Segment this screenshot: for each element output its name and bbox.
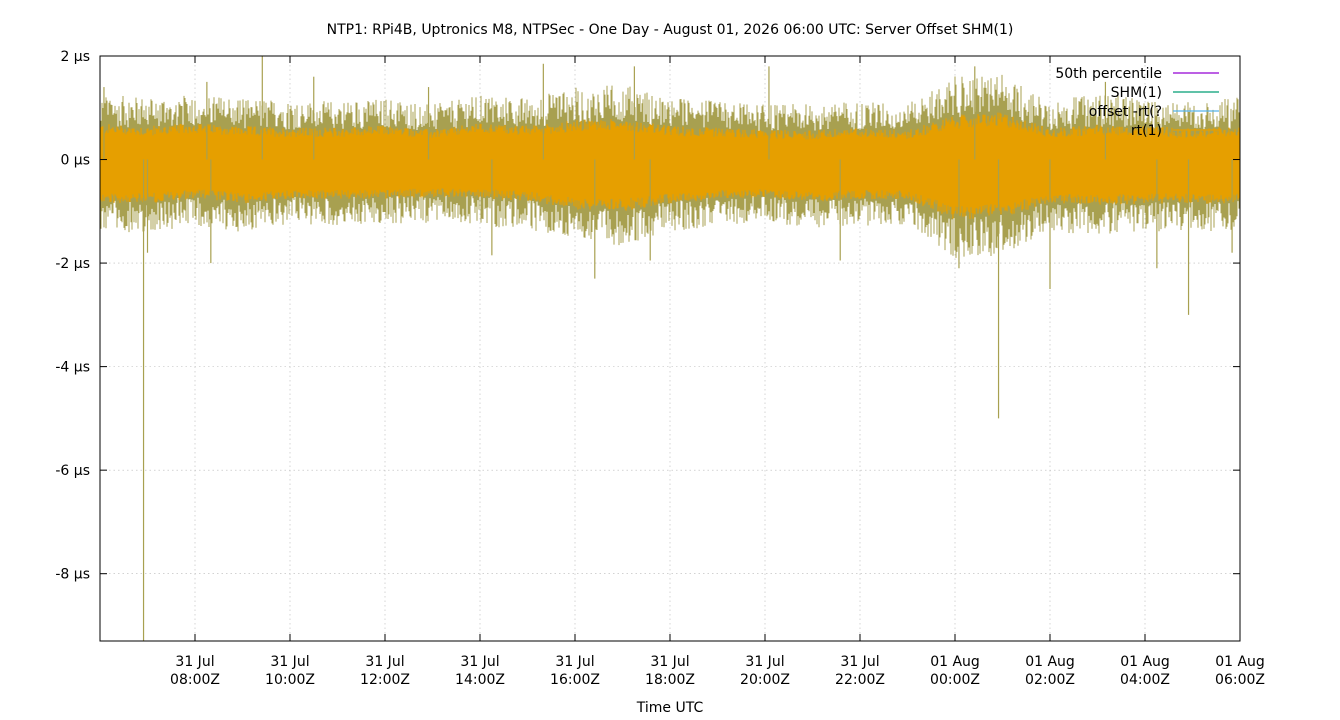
- legend-label: offset -rt(?: [1089, 104, 1162, 120]
- y-tick-label: -6 µs: [55, 463, 90, 479]
- x-tick-label: 01 Aug: [1215, 654, 1265, 670]
- x-tick-label: 31 Jul: [555, 654, 594, 670]
- x-tick-label: 18:00Z: [645, 672, 695, 688]
- legend-label: 50th percentile: [1055, 66, 1162, 82]
- x-axis-label: Time UTC: [636, 700, 704, 716]
- x-tick-label: 31 Jul: [650, 654, 689, 670]
- legend-label: SHM(1): [1111, 85, 1162, 101]
- x-tick-label: 01 Aug: [1120, 654, 1170, 670]
- x-tick-label: 06:00Z: [1215, 672, 1265, 688]
- y-tick-label: -8 µs: [55, 567, 90, 583]
- y-tick-label: -4 µs: [55, 360, 90, 376]
- x-tick-label: 31 Jul: [175, 654, 214, 670]
- legend-label: rt(1): [1131, 123, 1162, 139]
- chart-title: NTP1: RPi4B, Uptronics M8, NTPSec - One …: [327, 22, 1014, 38]
- x-tick-label: 01 Aug: [1025, 654, 1075, 670]
- x-tick-label: 31 Jul: [270, 654, 309, 670]
- x-tick-label: 31 Jul: [745, 654, 784, 670]
- x-tick-label: 20:00Z: [740, 672, 790, 688]
- grid-lines: [100, 56, 1240, 641]
- tick-marks: [100, 55, 1241, 641]
- x-tick-label: 12:00Z: [360, 672, 410, 688]
- x-tick-label: 04:00Z: [1120, 672, 1170, 688]
- x-tick-label: 00:00Z: [930, 672, 980, 688]
- x-tick-label: 14:00Z: [455, 672, 505, 688]
- x-tick-label: 16:00Z: [550, 672, 600, 688]
- legend: 50th percentile SHM(1) offset -rt(? rt(1): [1055, 66, 1219, 139]
- x-tick-label: 08:00Z: [170, 672, 220, 688]
- series-shm1-band: [100, 112, 1240, 219]
- x-tick-label: 10:00Z: [265, 672, 315, 688]
- series-layer: [100, 56, 1240, 641]
- y-tick-label: -2 µs: [55, 256, 90, 272]
- y-tick-label: 2 µs: [60, 49, 90, 65]
- x-tick-label: 01 Aug: [930, 654, 980, 670]
- x-tick-label: 22:00Z: [835, 672, 885, 688]
- y-tick-label: 0 µs: [60, 153, 90, 169]
- x-tick-label: 02:00Z: [1025, 672, 1075, 688]
- x-tick-label: 31 Jul: [460, 654, 499, 670]
- plot-area: [100, 56, 1240, 641]
- x-tick-label: 31 Jul: [840, 654, 879, 670]
- x-tick-label: 31 Jul: [365, 654, 404, 670]
